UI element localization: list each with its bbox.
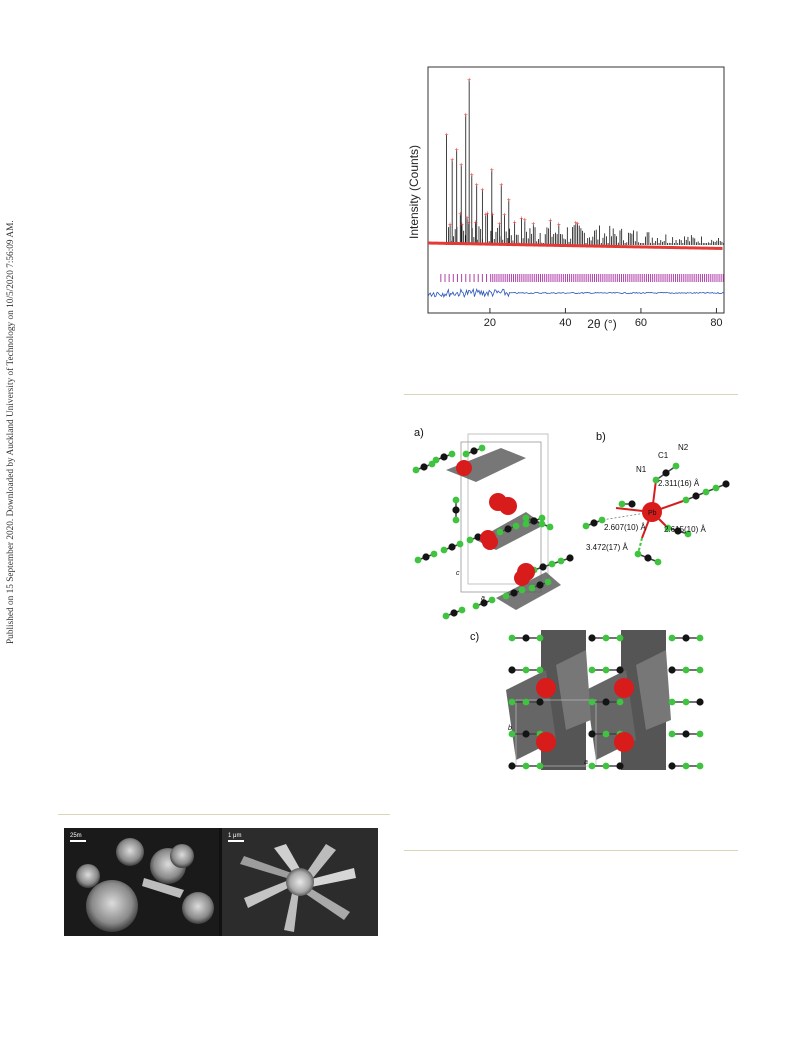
scale-bar-right: 1 μm <box>228 833 241 839</box>
sem-images: 25m 1 μm <box>64 828 378 936</box>
svg-text:+: + <box>490 167 494 174</box>
axis-b-label: b <box>508 725 512 732</box>
svg-text:+: + <box>467 219 471 226</box>
svg-text:+: + <box>485 211 489 218</box>
svg-text:+: + <box>464 112 468 119</box>
svg-text:+: + <box>460 221 464 228</box>
svg-text:+: + <box>497 221 501 228</box>
atom-label-c1: C1 <box>658 451 669 460</box>
separator-rule <box>58 814 390 815</box>
svg-text:+: + <box>480 187 484 194</box>
ligand-chains <box>412 444 574 620</box>
panel-c-layer <box>506 630 704 770</box>
atom-label-n2: N2 <box>678 443 689 452</box>
svg-text:+: + <box>531 221 535 228</box>
x-tick-label: 60 <box>635 317 647 329</box>
svg-text:+: + <box>484 212 488 219</box>
bond-length-label: 2.615(10) Å <box>664 525 706 534</box>
x-tick-label: 40 <box>559 317 571 329</box>
x-tick-label: 20 <box>484 317 496 329</box>
calculated-pattern <box>446 80 725 245</box>
structure-drawing: a) c a b) <box>412 427 730 770</box>
svg-text:+: + <box>557 221 561 228</box>
svg-text:+: + <box>513 219 517 226</box>
side-note-text: Published on 15 September 2020. Download… <box>6 220 16 644</box>
panel-a-label: a) <box>414 427 424 439</box>
panel-b-coordination <box>582 462 730 566</box>
svg-text:+: + <box>448 222 452 229</box>
observed-pattern: +++++++++++++++++ +++ +++++ ++++ ++ <box>427 77 723 250</box>
difference-curve <box>427 287 724 299</box>
axis-c-label: c <box>456 570 460 577</box>
atom-label-pb: Pb <box>648 510 657 517</box>
axis-a-label-c: a <box>584 759 588 766</box>
svg-text:+: + <box>519 215 523 222</box>
svg-text:+: + <box>491 212 495 219</box>
bond-length-label: 2.607(10) Å <box>604 523 646 532</box>
axis-a-label: a <box>481 595 485 602</box>
atom-label-n1: N1 <box>636 465 647 474</box>
svg-text:+: + <box>575 221 579 228</box>
svg-text:+: + <box>450 157 454 164</box>
plot-frame <box>427 66 725 314</box>
bond-length-label: 3.472(17) Å <box>586 543 628 552</box>
side-download-note: Published on 15 September 2020. Download… <box>2 160 22 644</box>
svg-text:+: + <box>459 162 463 169</box>
svg-text:+: + <box>474 219 478 226</box>
sem-micrographs: 25m 1 μm <box>64 828 378 936</box>
svg-text:+: + <box>465 215 469 222</box>
svg-text:+: + <box>507 197 511 204</box>
svg-text:+: + <box>455 147 459 154</box>
y-axis-label: Intensity (Counts) <box>407 145 421 239</box>
sem-image-left: 25m <box>64 828 219 936</box>
coordinating-ligands <box>582 462 730 566</box>
svg-text:+: + <box>502 212 506 219</box>
panel-b-label: b) <box>596 431 606 443</box>
svg-text:+: + <box>499 182 503 189</box>
panel-c-label: c) <box>470 631 479 643</box>
pb-atom <box>642 502 662 522</box>
xrd-plot: +++++++++++++++++ +++ +++++ ++++ ++ 20 40 60 80… <box>407 66 725 331</box>
layer-ligands <box>508 634 704 770</box>
bond-length-label: 2.311(16) Å <box>658 479 700 488</box>
svg-text:+: + <box>458 211 462 218</box>
x-axis-label: 2θ (°) <box>587 317 616 331</box>
scale-bar-left: 25m <box>70 833 82 839</box>
svg-text:+: + <box>548 218 552 225</box>
svg-text:+: + <box>444 132 448 139</box>
x-tick-label: 80 <box>710 317 722 329</box>
reflection-markers <box>440 274 724 282</box>
crystal-structure-figure: a) c a b) <box>406 420 736 780</box>
svg-text:+: + <box>467 77 471 84</box>
separator-rule <box>404 850 738 851</box>
xrd-figure: + + + + + + + + + + + + + + + + + + + + + + + + + + + + + + + 20 40 60 80… <box>406 62 736 362</box>
sem-image-right: 1 μm <box>222 828 378 936</box>
x-axis-ticks: 20 40 60 80 <box>484 308 723 329</box>
separator-rule <box>404 394 738 395</box>
panel-a-structure <box>412 433 574 620</box>
svg-text:+: + <box>574 220 578 227</box>
svg-text:+: + <box>523 217 527 224</box>
svg-text:+: + <box>470 172 474 179</box>
svg-text:+: + <box>475 182 479 189</box>
